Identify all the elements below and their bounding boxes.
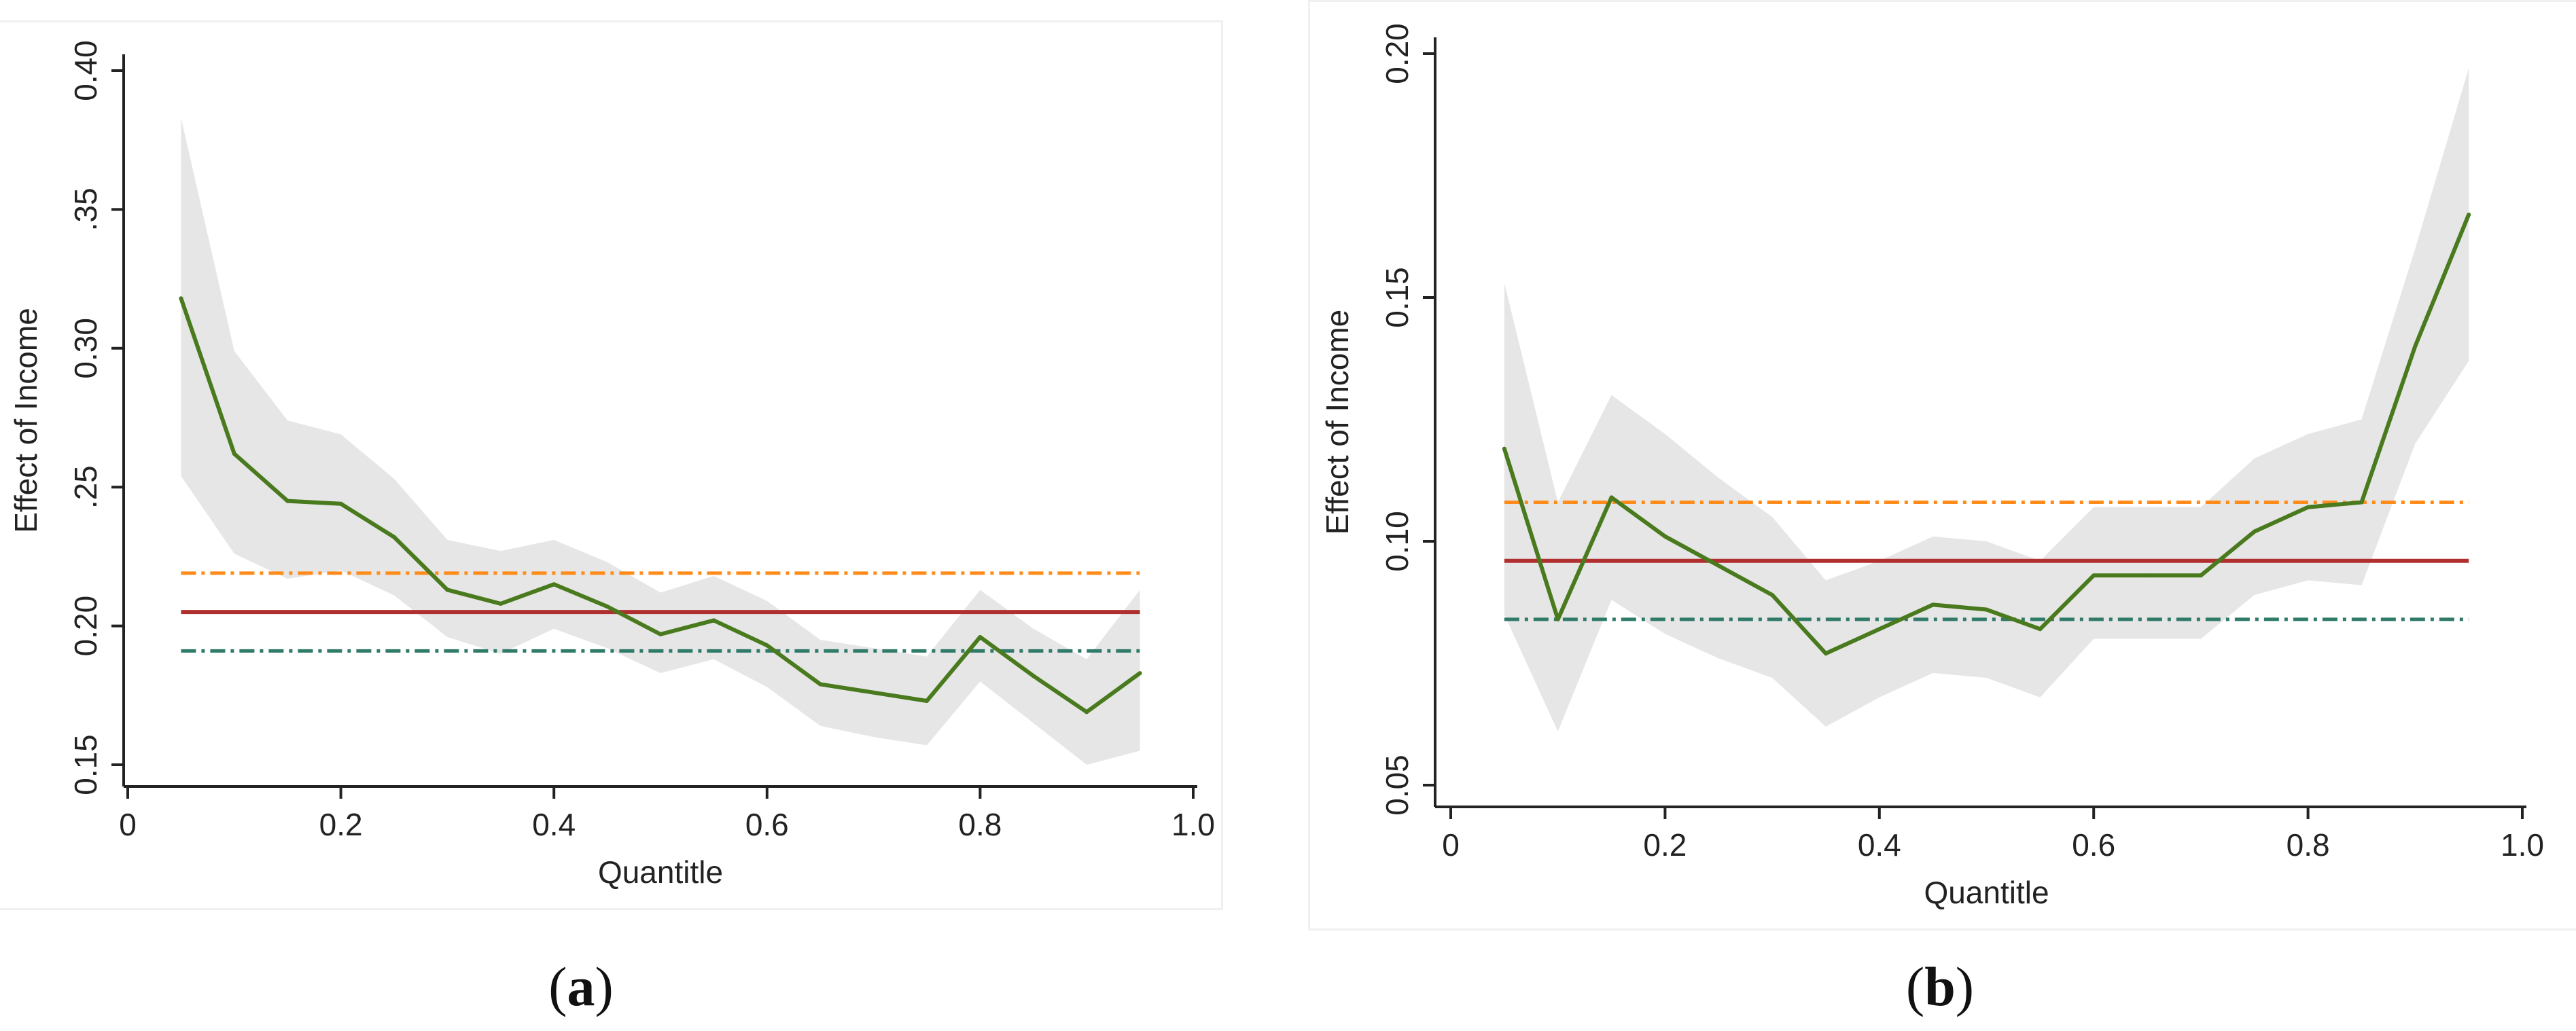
panel-b-estimate-point: [1502, 446, 1506, 451]
caption-b-letter: b: [1924, 956, 1956, 1017]
panel-b-estimate-point: [2038, 627, 2043, 632]
chart-a: 0.15 0.20 .25 0.30 .35 0.40 0 0.2 0.4 0.6 0.8 1.0 Qu…: [8, 40, 1215, 890]
panel-b-estimate-point: [1984, 607, 1989, 612]
caption-a-letter: a: [567, 956, 595, 1017]
caption-b: (b): [1906, 956, 1974, 1017]
panel-a-estimate-point: [764, 643, 769, 648]
caption-a-close: ): [595, 956, 614, 1017]
panel-a-x-axis-title: Quantitle: [598, 854, 723, 890]
panel-b-y-tick-label: 0.15: [1379, 267, 1415, 328]
panel-a-estimate-point: [285, 499, 290, 503]
panel-a-confidence-band: [181, 117, 1140, 765]
panel-b-x-tick-label: 1.0: [2501, 827, 2544, 863]
caption-b-open: (: [1906, 956, 1924, 1017]
panel-b-x-tick-label: 0.4: [1858, 827, 1901, 863]
panel-a-estimate-point: [232, 452, 236, 456]
panel-b-estimate-point: [1716, 563, 1721, 568]
panel-b-estimate-point: [2092, 573, 2096, 578]
panel-a-estimate-point: [338, 501, 343, 506]
panel-b-x-tick-label: 0.8: [2287, 827, 2330, 863]
panel-b-y-tick-label: 0.10: [1379, 511, 1415, 572]
panel-a-estimate-point: [552, 582, 557, 587]
panel-b-estimate-point: [2467, 212, 2471, 217]
panel-b-x-tick-label: 0.2: [1643, 827, 1687, 863]
panel-b-x-tick-label: 0.6: [2072, 827, 2115, 863]
panel-a-estimate-point: [1137, 671, 1142, 676]
panel-a-estimate-point: [1031, 674, 1036, 679]
panel-a-estimate-point: [925, 698, 929, 703]
panel-a-estimate-point: [711, 618, 716, 623]
panel-a-y-tick-label: 0.20: [68, 596, 103, 657]
panel-a-y-tick-label: .35: [68, 187, 103, 231]
panel-a-estimate-point: [658, 632, 663, 636]
panel-b-x-tick-label: 0: [1442, 827, 1460, 863]
panel-a-y-tick-label: 0.15: [68, 734, 103, 795]
caption-b-close: ): [1956, 956, 1974, 1017]
panel-a-estimate-point: [1084, 710, 1089, 715]
panel-b-y-tick-label: 0.05: [1379, 755, 1415, 816]
panel-a-x-tick-label: 0.2: [319, 807, 363, 842]
panel-a-frame: [0, 20, 1223, 910]
panel-b-x-axis-title: Quantitle: [1924, 875, 2049, 910]
panel-a-estimate-point: [392, 535, 396, 539]
panel-a-x-tick-label: 0.8: [958, 807, 1002, 842]
panel-a-y-tick-label: 0.30: [68, 318, 103, 379]
panel-b-estimate-point: [1663, 534, 1668, 539]
panel-a-x-tick-label: 0.6: [745, 807, 789, 842]
panel-b-estimate-point: [1823, 651, 1828, 656]
panel-b-estimate-point: [2145, 573, 2150, 578]
panel-a-x-tick-label: 0.4: [532, 807, 576, 842]
panel-a-estimate-point: [445, 587, 450, 592]
caption-a: (a): [548, 956, 614, 1017]
panel-b-estimate-point: [1770, 592, 1775, 597]
caption-a-open: (: [548, 956, 567, 1017]
panel-a-estimate-point: [605, 604, 610, 609]
chart-b: 0.05 0.10 0.15 0.20 0 0.2 0.4 0.6 0.8 1.0 Quantitl…: [1320, 23, 2544, 910]
panel-a-y-axis-title: Effect of Income: [8, 308, 43, 533]
panel-b-estimate-point: [1555, 617, 1560, 621]
panel-a-estimate-point: [818, 682, 823, 687]
panel-a-x-tick-label: 1.0: [1171, 807, 1215, 842]
panel-a-y-tick-label: 0.40: [68, 40, 103, 101]
panel-b-frame: [1308, 0, 2576, 930]
panel-a-estimate-point: [978, 634, 983, 639]
panel-a-estimate-point: [179, 296, 183, 301]
panel-b-estimate-point: [2413, 344, 2418, 348]
panel-b-estimate-point: [2306, 505, 2310, 509]
panel-a-y-tick-label: .25: [68, 465, 103, 509]
panel-b-estimate-point: [2252, 529, 2257, 534]
panel-b-estimate-point: [2198, 573, 2203, 578]
panel-b-y-tick-label: 0.20: [1379, 23, 1415, 84]
panel-a-estimate-point: [498, 601, 503, 606]
panel-b-confidence-band: [1504, 68, 2469, 732]
panel-a-x-tick-label: 0: [119, 807, 137, 842]
panel-b-estimate-point: [2359, 500, 2364, 505]
panel-b-estimate-point: [1930, 602, 1935, 607]
panel-b-estimate-point: [1609, 495, 1614, 500]
panel-a-estimate-point: [871, 690, 876, 695]
panel-b-estimate-point: [1877, 627, 1882, 632]
panel-b-y-axis-title: Effect of Income: [1320, 310, 1355, 535]
